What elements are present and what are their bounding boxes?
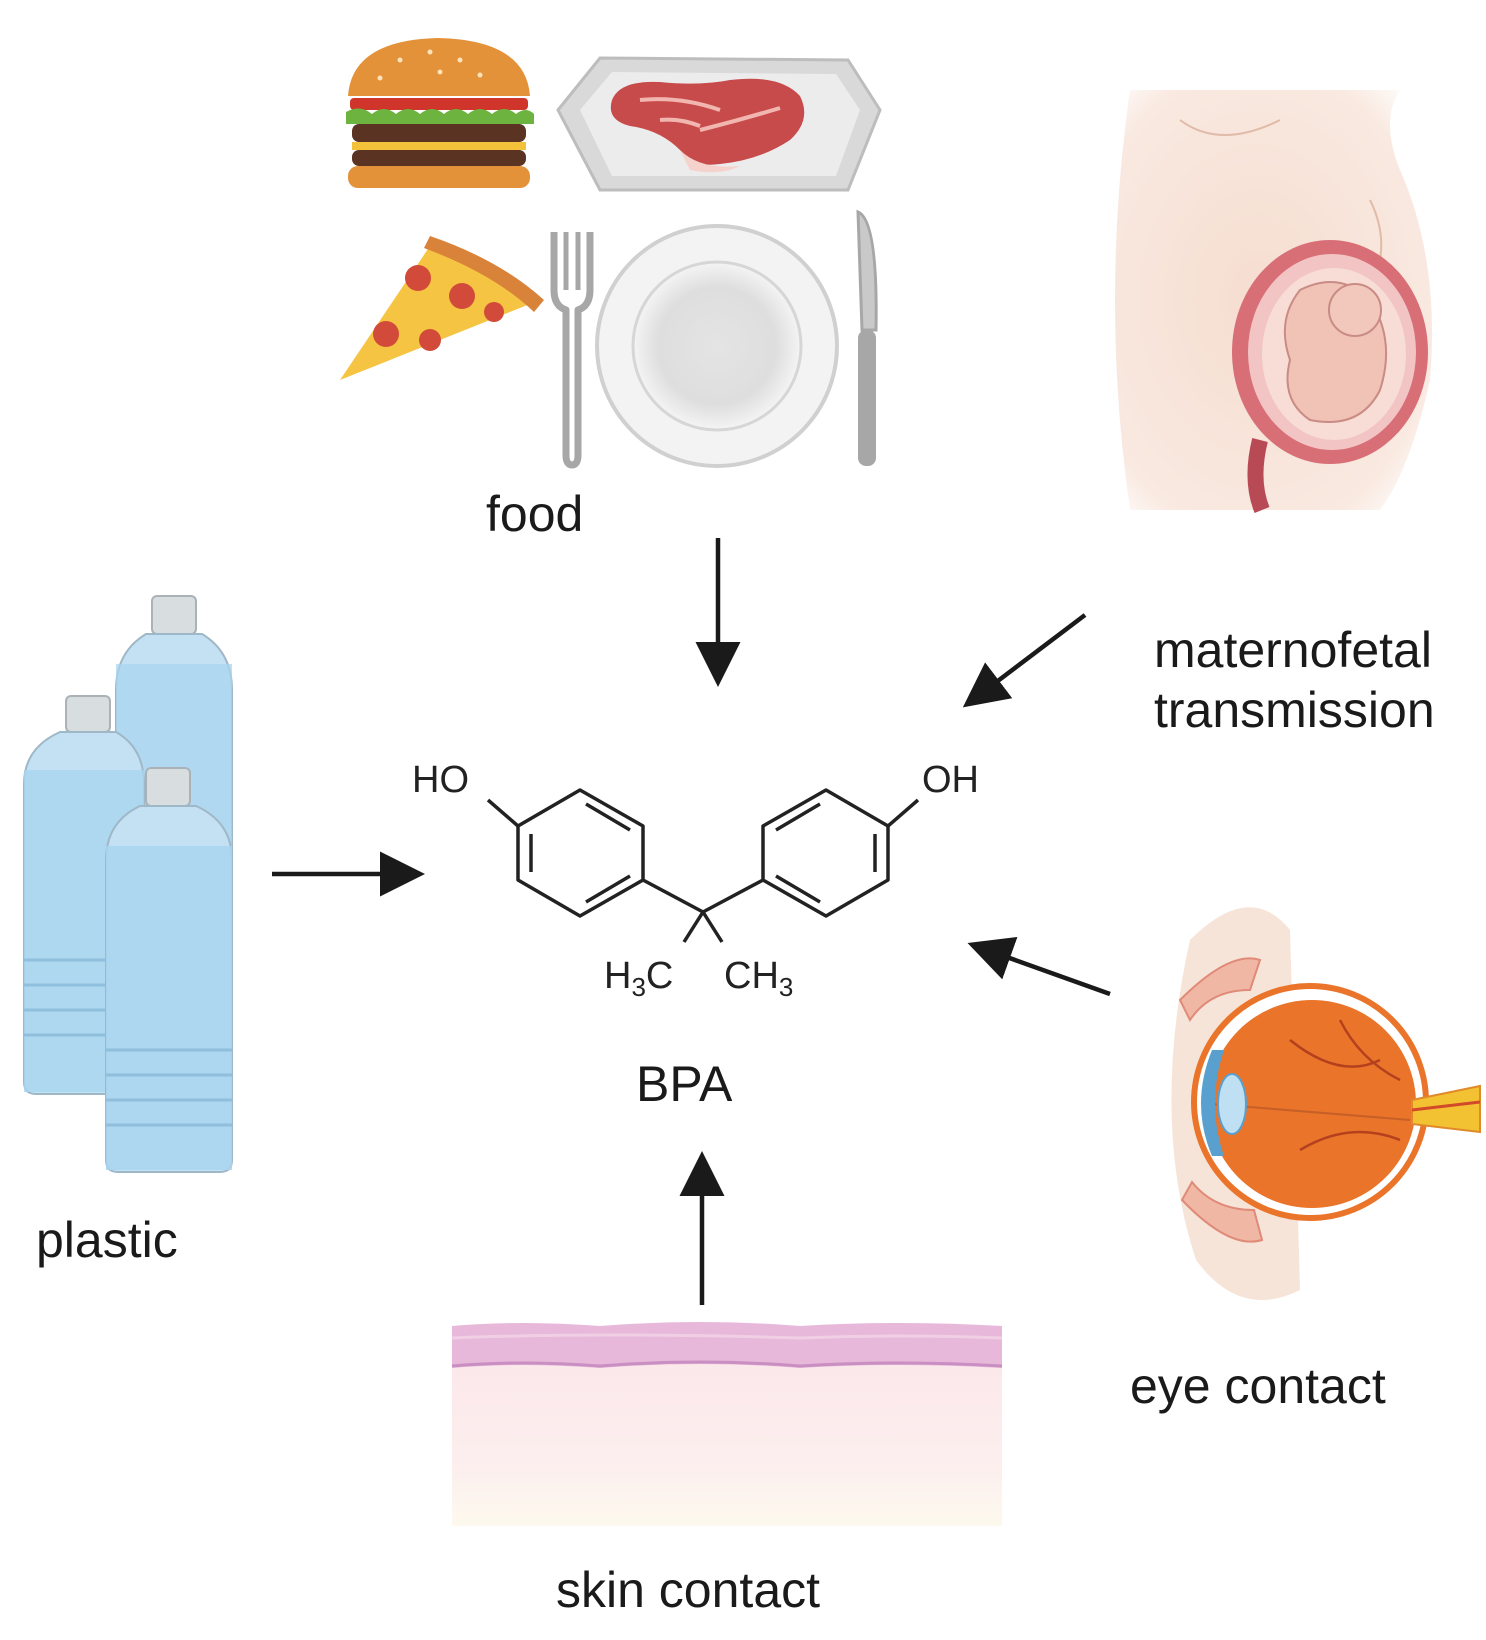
eye-illustration bbox=[1171, 907, 1481, 1300]
plastic-bottles-illustration bbox=[23, 595, 233, 1173]
plate-icon bbox=[595, 224, 839, 468]
pizza-slice-icon bbox=[340, 236, 544, 380]
skin-contact-label: skin contact bbox=[556, 1562, 821, 1618]
arrow-maternofetal-to-bpa bbox=[962, 613, 1087, 708]
food-illustration bbox=[340, 38, 882, 469]
maternofetal-label: maternofetal transmission bbox=[1154, 620, 1435, 740]
bpa-structure bbox=[486, 788, 920, 943]
plastic-label: plastic bbox=[36, 1212, 178, 1268]
bpa-labels: HO OH H3C CH3 bbox=[412, 759, 979, 1002]
pregnancy-illustration bbox=[1115, 90, 1432, 513]
skin-layers-illustration bbox=[451, 1322, 1003, 1526]
bpa-label: BPA bbox=[636, 1056, 733, 1112]
hydroxyl-right-label: OH bbox=[922, 759, 979, 801]
hydroxyl-left-label: HO bbox=[412, 759, 469, 801]
arrows bbox=[272, 538, 1111, 1305]
knife-icon bbox=[856, 209, 878, 466]
meat-tray-icon bbox=[556, 56, 882, 192]
bottle-front-icon bbox=[105, 767, 233, 1173]
eye-contact-label: eye contact bbox=[1130, 1358, 1386, 1414]
maternofetal-label-line1: maternofetal bbox=[1154, 622, 1432, 678]
methyl-left-label: H3C bbox=[604, 955, 673, 1002]
food-label: food bbox=[486, 486, 584, 542]
fork-icon bbox=[550, 232, 594, 469]
burger-icon bbox=[346, 38, 534, 188]
methyl-right-label: CH3 bbox=[724, 955, 793, 1002]
arrow-eye-to-bpa bbox=[967, 936, 1111, 997]
maternofetal-label-line2: transmission bbox=[1154, 682, 1435, 738]
